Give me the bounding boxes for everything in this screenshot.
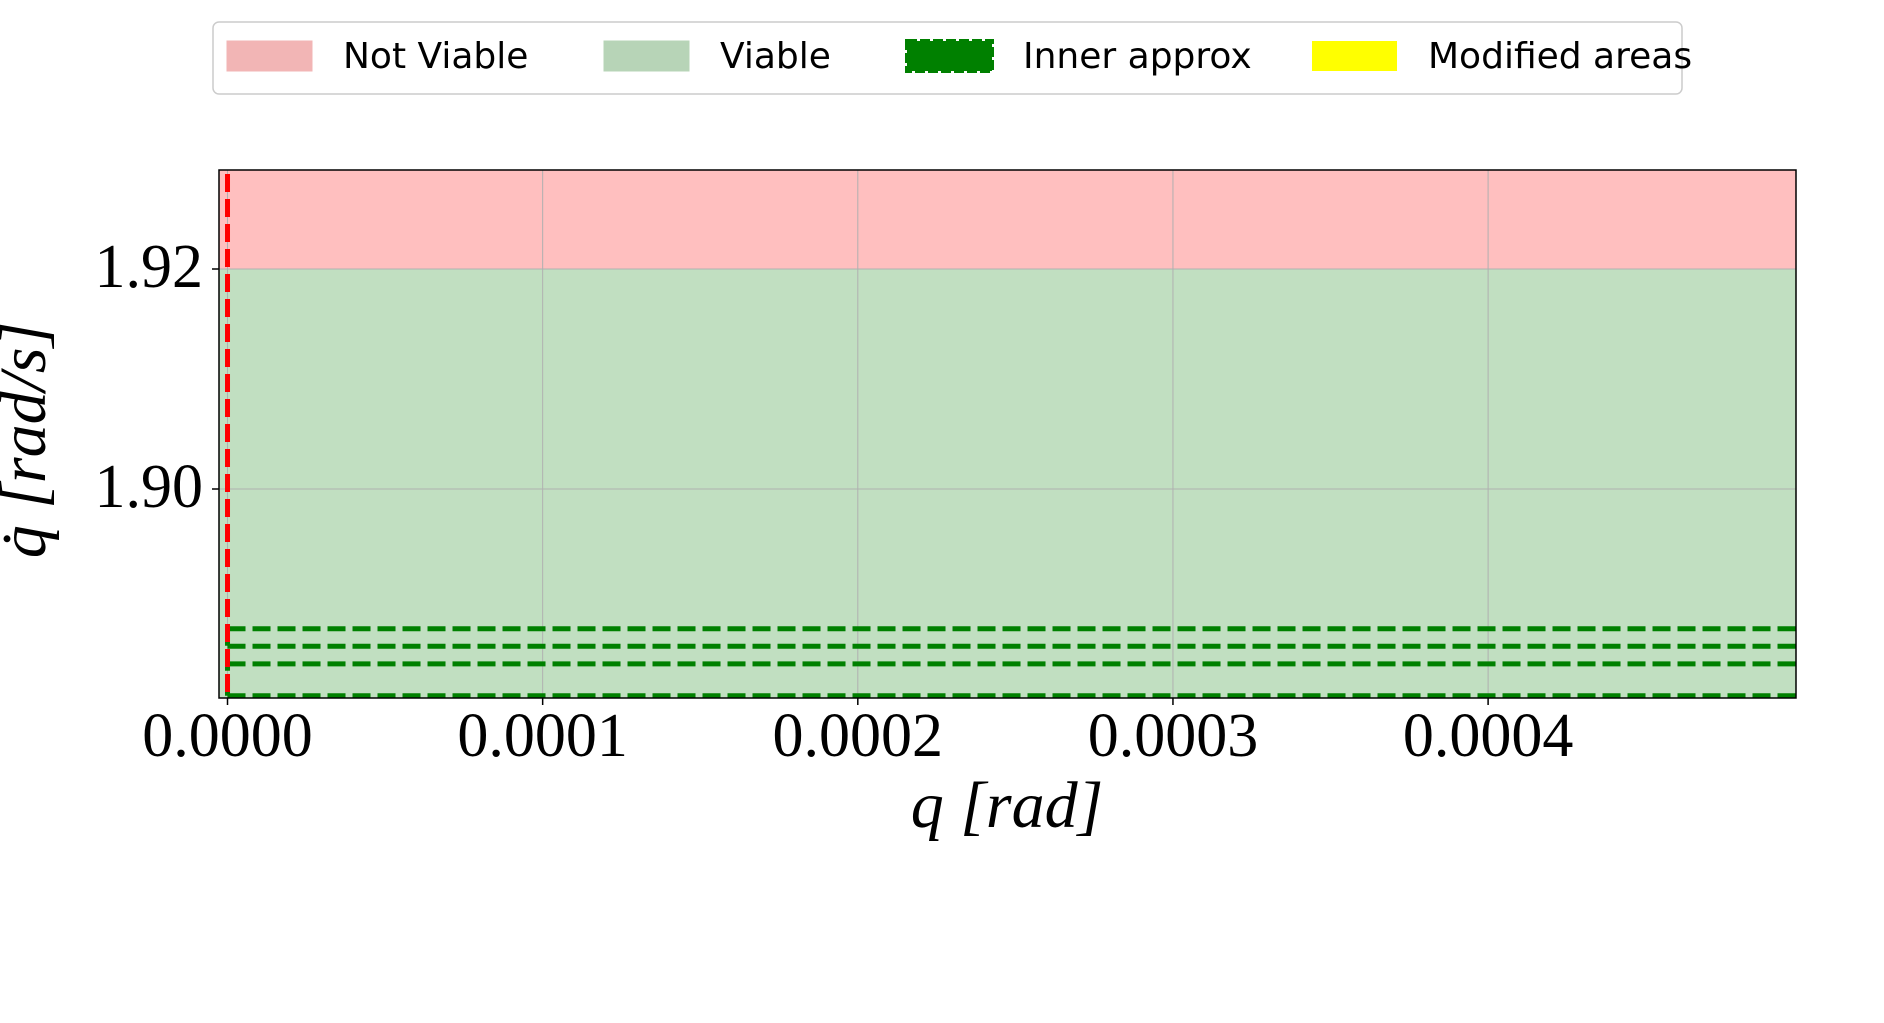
y-tick-label: 1.92	[95, 233, 204, 301]
x-tick-label: 0.0001	[457, 702, 628, 770]
plot-frame	[218, 169, 1797, 699]
y-tick-label: 1.90	[95, 453, 204, 521]
legend-label: Viable	[720, 36, 831, 77]
legend-swatch	[1312, 41, 1397, 71]
x-tick-label: 0.0004	[1403, 702, 1574, 770]
x-tick-label: 0.0000	[142, 702, 313, 770]
legend-label: Not Viable	[343, 36, 528, 77]
region	[219, 269, 1796, 698]
legend-label: Modified areas	[1428, 36, 1692, 77]
legend-swatch	[226, 40, 313, 72]
x-tick-label: 0.0002	[773, 702, 944, 770]
x-axis-label: q [rad]	[911, 769, 1104, 842]
legend-swatch	[905, 39, 994, 73]
region	[219, 170, 1796, 269]
legend-swatch	[603, 40, 690, 72]
legend-label: Inner approx	[1023, 36, 1252, 77]
y-axis-label: q̇ [rad/s]	[0, 322, 60, 559]
x-tick-label: 0.0003	[1088, 702, 1259, 770]
